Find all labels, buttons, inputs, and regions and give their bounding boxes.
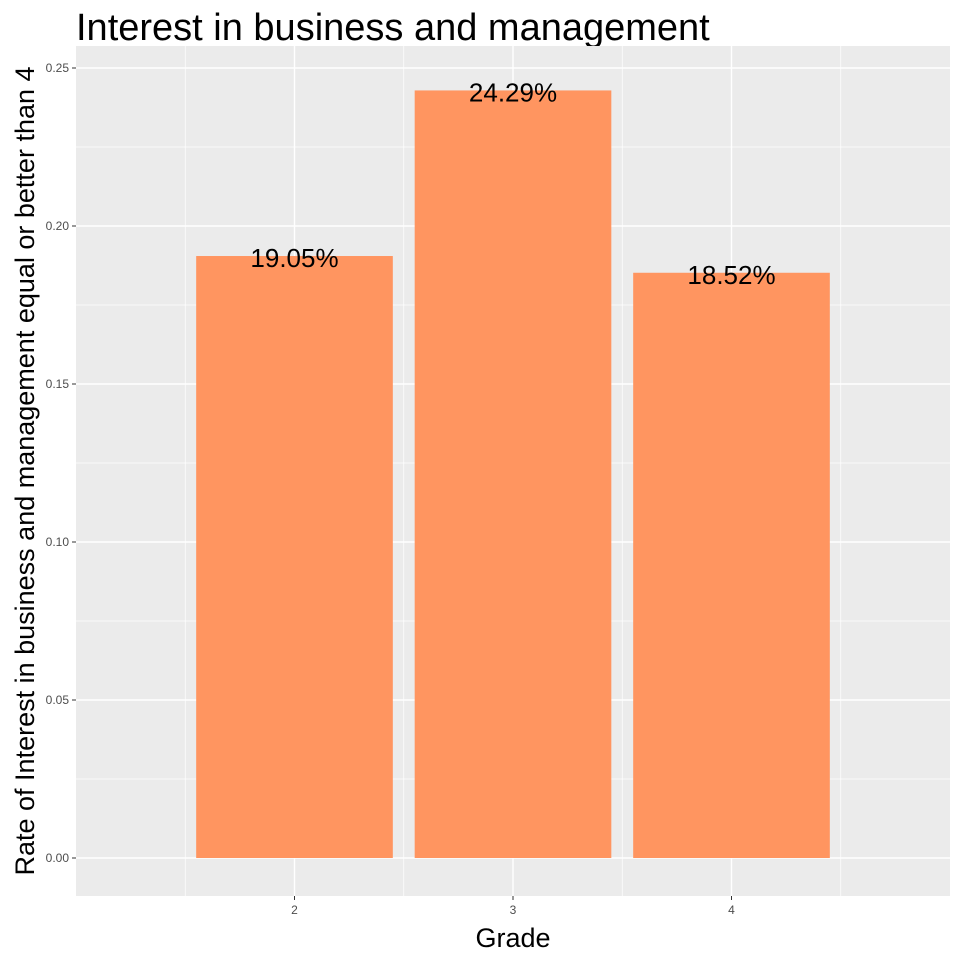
x-tick-label: 4	[728, 903, 735, 917]
x-tick-label: 3	[510, 903, 517, 917]
y-axis-title: Rate of Interest in business and managem…	[10, 66, 40, 875]
bars	[196, 90, 830, 859]
data-label-grade-4: 18.52%	[687, 260, 775, 290]
y-tick-label: 0.15	[46, 377, 70, 391]
y-axis: 0.00 0.05 0.10 0.15 0.20 0.25	[46, 61, 76, 865]
data-labels: 19.05% 24.29% 18.52%	[250, 77, 775, 289]
y-tick-label: 0.20	[46, 219, 70, 233]
bar-grade-4	[633, 272, 830, 858]
x-axis: 2 3 4	[291, 896, 735, 917]
y-tick-label: 0.25	[46, 61, 70, 75]
y-tick-label: 0.05	[46, 693, 70, 707]
chart-title: Interest in business and management	[76, 7, 710, 49]
data-label-grade-3: 24.29%	[469, 77, 557, 107]
y-tick-label: 0.00	[46, 851, 70, 865]
x-axis-title: Grade	[475, 923, 550, 953]
data-label-grade-2: 19.05%	[250, 243, 338, 273]
y-tick-label: 0.10	[46, 535, 70, 549]
bar-grade-2	[196, 256, 393, 858]
bar-grade-3	[414, 90, 612, 859]
x-tick-label: 2	[291, 903, 298, 917]
